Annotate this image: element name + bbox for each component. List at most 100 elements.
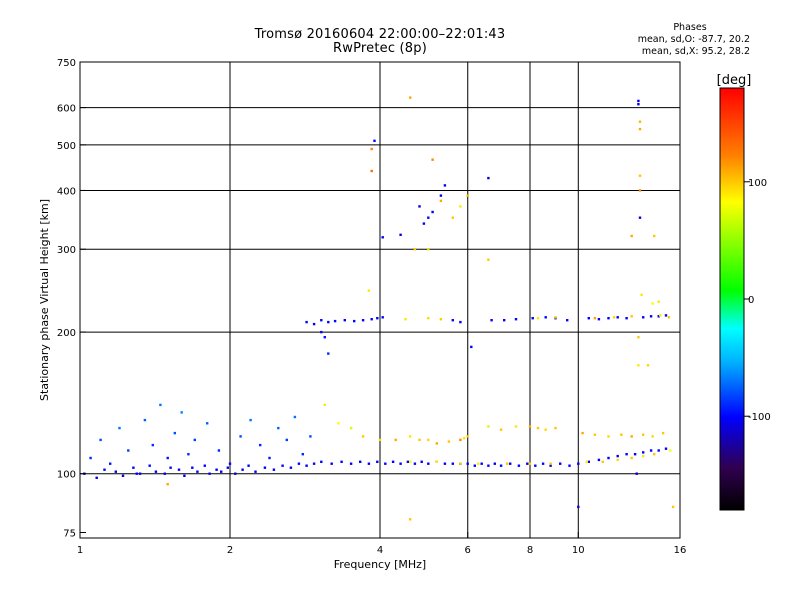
data-point xyxy=(499,428,503,431)
data-point xyxy=(226,466,229,469)
x-axis-ticks: 1 2 4 6 8 10 16 xyxy=(77,532,686,556)
data-point xyxy=(127,449,130,452)
data-point xyxy=(607,317,610,320)
data-point xyxy=(541,462,545,465)
data-point xyxy=(638,174,642,177)
data-point xyxy=(642,451,645,454)
data-point xyxy=(664,447,668,450)
data-point xyxy=(487,425,490,428)
data-point xyxy=(323,336,326,339)
data-point xyxy=(439,199,443,203)
data-point xyxy=(373,139,376,142)
data-point xyxy=(268,456,271,460)
data-point xyxy=(418,438,421,442)
y-tick-label: 200 xyxy=(57,328,76,339)
data-point xyxy=(234,472,237,475)
phase-stats-o: mean, sd,O: -87.7, 20.2 xyxy=(590,34,750,46)
data-point xyxy=(466,435,469,438)
data-point xyxy=(568,464,571,467)
data-point xyxy=(509,462,512,465)
data-point xyxy=(630,234,633,238)
data-point xyxy=(534,464,537,467)
data-point xyxy=(612,316,616,319)
data-point xyxy=(657,315,660,318)
data-point xyxy=(577,505,580,509)
data-point xyxy=(381,316,384,319)
data-point xyxy=(378,438,382,442)
data-point xyxy=(114,470,117,473)
colorbar-tick-label: 100 xyxy=(748,178,767,189)
data-point xyxy=(616,316,619,319)
data-point xyxy=(381,236,384,239)
data-point xyxy=(337,422,340,425)
data-point xyxy=(490,319,493,322)
data-point xyxy=(148,464,151,467)
data-point xyxy=(638,216,642,219)
y-tick-label: 300 xyxy=(57,245,76,256)
data-point xyxy=(193,438,196,442)
data-point xyxy=(607,435,610,438)
data-point xyxy=(597,318,601,321)
data-point xyxy=(399,462,402,465)
data-point xyxy=(459,462,462,465)
data-point xyxy=(180,411,183,414)
data-point xyxy=(431,210,434,214)
data-point xyxy=(413,248,417,251)
data-point xyxy=(361,319,365,322)
data-point xyxy=(138,472,142,475)
chart-subtitle: RwPretec (8p) xyxy=(333,41,427,56)
data-point xyxy=(399,233,402,236)
colorbar-ticks: -100 0 100 xyxy=(744,178,771,423)
data-point xyxy=(447,440,451,443)
data-point xyxy=(637,103,640,106)
data-point xyxy=(593,317,597,320)
data-point xyxy=(427,462,430,465)
colorbar-label: [deg] xyxy=(717,73,752,88)
data-point xyxy=(95,476,98,479)
data-point xyxy=(370,318,373,321)
data-point xyxy=(661,431,665,435)
data-point xyxy=(220,470,223,473)
data-point xyxy=(633,453,637,456)
data-point xyxy=(349,462,353,465)
data-point xyxy=(320,319,323,322)
data-point xyxy=(431,158,434,161)
data-point xyxy=(169,466,172,469)
data-point xyxy=(196,470,199,473)
data-point xyxy=(320,460,323,463)
phase-stats-x-label: mean, sd,X: xyxy=(641,46,699,57)
data-point xyxy=(173,431,176,435)
data-point xyxy=(601,460,604,463)
colorbar-gradient xyxy=(719,87,745,511)
data-point xyxy=(536,317,540,320)
data-point xyxy=(531,317,534,320)
data-point xyxy=(409,96,412,99)
data-point xyxy=(333,319,337,323)
data-point xyxy=(132,466,135,469)
data-point xyxy=(667,316,671,319)
data-point xyxy=(143,418,147,422)
data-point xyxy=(470,345,473,349)
data-point xyxy=(577,462,580,465)
data-point xyxy=(384,462,387,465)
phase-stats-header: Phases xyxy=(673,22,707,33)
data-point xyxy=(635,472,638,475)
data-point xyxy=(241,468,244,471)
data-point xyxy=(103,468,106,471)
y-tick-label: 75 xyxy=(63,528,76,539)
data-point xyxy=(480,462,483,465)
data-point xyxy=(215,468,218,471)
data-point xyxy=(451,462,454,465)
phase-stats-o-label: mean, sd,O: xyxy=(637,34,696,45)
x-tick-label: 2 xyxy=(227,545,233,556)
data-point xyxy=(254,470,257,473)
data-point xyxy=(487,464,490,467)
data-point xyxy=(625,317,628,320)
data-point xyxy=(544,428,547,431)
data-point xyxy=(259,443,262,447)
data-point xyxy=(462,437,466,440)
data-point xyxy=(320,330,323,334)
data-point xyxy=(305,464,308,467)
